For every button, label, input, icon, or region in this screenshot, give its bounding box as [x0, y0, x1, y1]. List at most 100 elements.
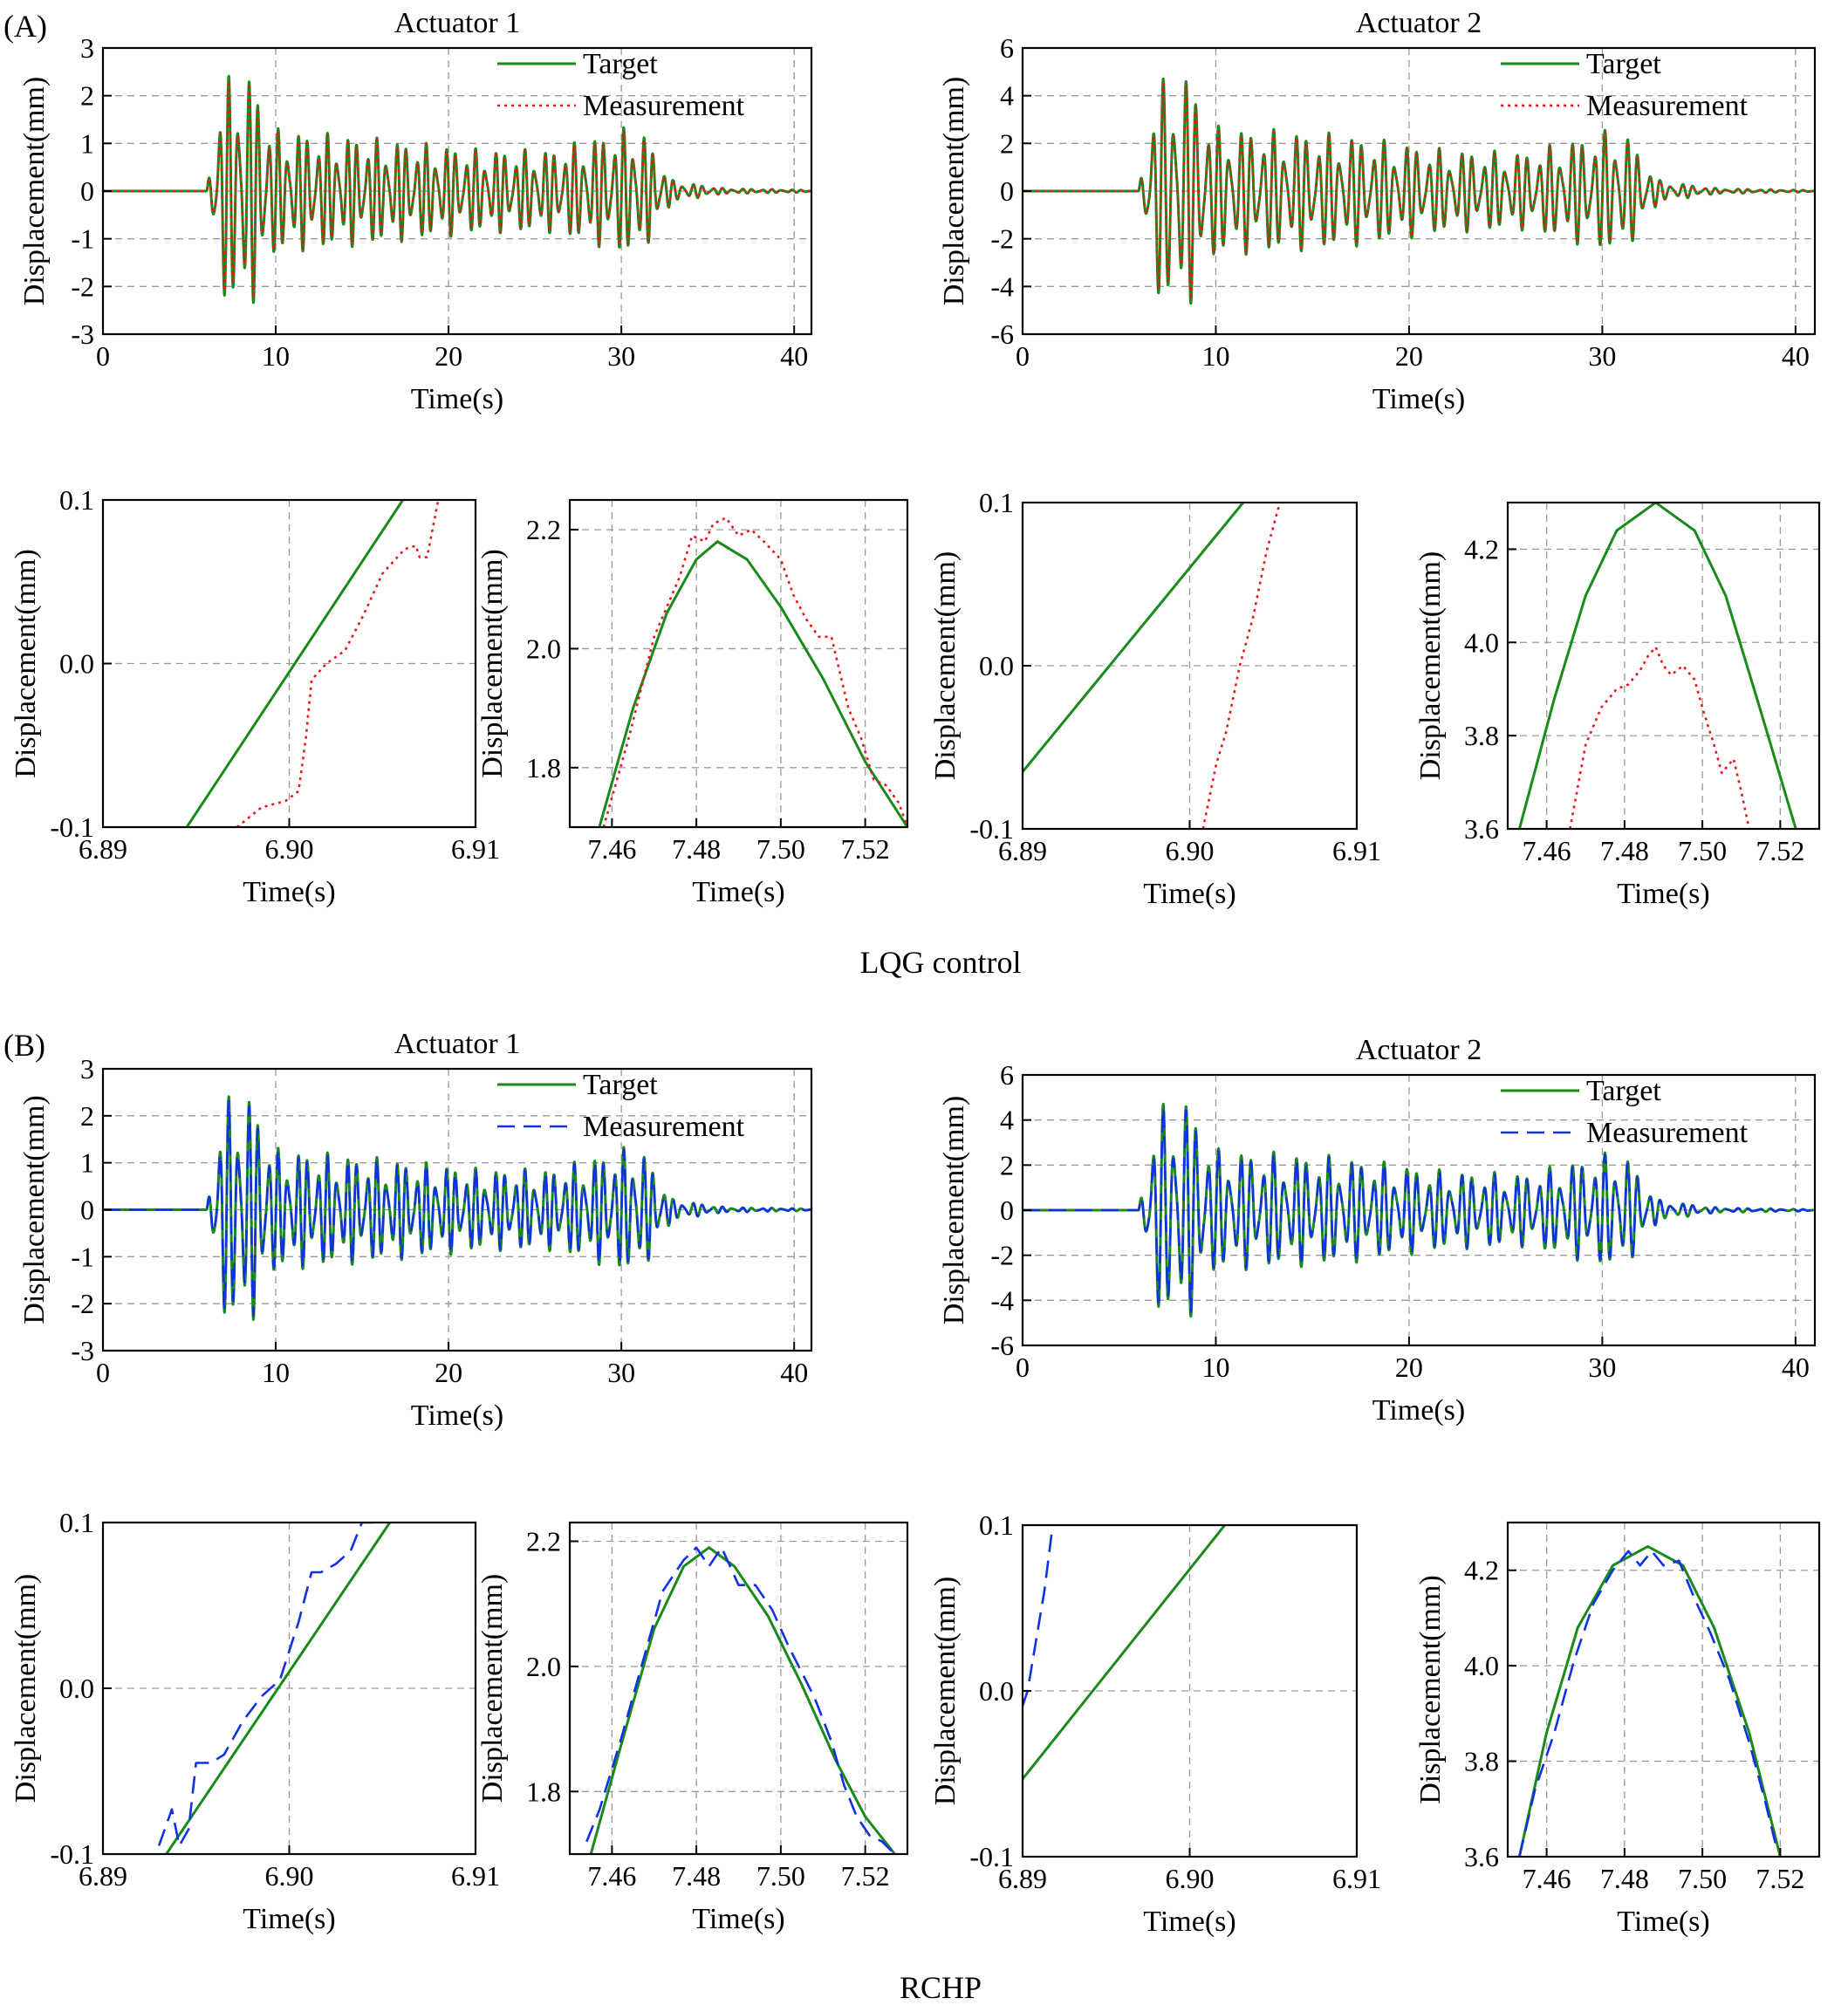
x-axis-label: Time(s): [411, 1400, 503, 1432]
series-measurement: [1569, 646, 1750, 829]
series-measurement: [602, 517, 907, 827]
y-tick-label: 0.1: [979, 1509, 1014, 1541]
chart-B-zoom3: 6.89 6.90 6.91 -0.1 0.0 0.1 Time(s) Displacemen…: [929, 1509, 1381, 1938]
x-tick-label: 40: [780, 340, 808, 372]
x-tick-label: 7.50: [1678, 1863, 1727, 1894]
x-tick-label: 7.50: [756, 1860, 805, 1892]
plot-area: [1023, 1102, 1815, 1318]
y-axis-label: Displacement(mm): [929, 1577, 962, 1805]
plot-area: [1517, 1544, 1782, 1857]
y-tick-label: 6: [1000, 32, 1014, 64]
y-tick-label: 0.1: [59, 484, 94, 516]
plot-frame: [1506, 1521, 1821, 1858]
chart-B-zoom4: 7.46 7.48 7.50 7.52 3.6 3.8 4.0 4.2 Time(s) Displ…: [1414, 1521, 1821, 1938]
x-tick-label: 40: [1782, 1352, 1810, 1383]
y-axis-label: Displacement(mm): [938, 1096, 970, 1324]
series-measurement: [1023, 1525, 1054, 1710]
chart-A-zoom4: 7.46 7.48 7.50 7.52 3.6 3.8 4.0 4.2 Time(s) Displ…: [1414, 501, 1821, 910]
x-tick-label: 6.90: [1166, 1863, 1215, 1894]
legend-label-measurement: Measurement: [583, 1111, 745, 1143]
x-axis-label: Time(s): [243, 876, 335, 908]
plot-area: [157, 1523, 392, 1854]
y-tick-label: 3.6: [1464, 813, 1499, 845]
y-tick-label: -1: [71, 223, 94, 255]
x-tick-label: 7.50: [756, 833, 805, 865]
x-tick-label: 6.91: [1332, 1863, 1381, 1894]
chart-B-zoom2: 7.46 7.48 7.50 7.52 1.8 2.0 2.2 Time(s) Displace…: [476, 1521, 909, 1935]
x-tick-label: 7.46: [1523, 1863, 1571, 1894]
x-tick-label: 0: [1016, 340, 1030, 372]
plot-frame: [568, 498, 909, 829]
y-tick-label: 4.0: [1464, 626, 1499, 658]
series-target: [598, 540, 907, 827]
y-tick-label: 0.0: [59, 1673, 94, 1704]
y-axis-label: Displacement(mm): [18, 1095, 51, 1324]
x-tick-label: 20: [435, 340, 462, 372]
y-tick-label: 2.0: [526, 1651, 561, 1682]
y-tick-label: -0.1: [969, 1841, 1014, 1872]
x-tick-label: 10: [262, 1357, 290, 1388]
plot-area: [585, 1546, 896, 1854]
legend-label-target: Target: [583, 1069, 658, 1101]
y-tick-label: 4.2: [1464, 533, 1499, 565]
y-tick-label: 0: [1000, 1194, 1014, 1226]
y-axis-label: Displacement(mm): [18, 77, 51, 305]
x-tick-label: 6.89: [79, 833, 127, 865]
y-tick-label: 0: [80, 175, 94, 207]
y-tick-label: -4: [990, 1284, 1014, 1316]
chart-B-act1: 0 10 20 30 40 -3 -2 -1 0 1 2 3 Time(s) Displacement(m…: [18, 1028, 813, 1432]
x-axis-label: Time(s): [1143, 878, 1235, 910]
x-tick-label: 7.52: [1756, 1863, 1804, 1894]
x-tick-label: 7.52: [1756, 835, 1804, 866]
y-axis-label: Displacement(mm): [10, 549, 42, 777]
legend-label-measurement: Measurement: [1586, 1117, 1749, 1149]
plot-frame: [1506, 501, 1821, 831]
series-target: [589, 1546, 896, 1854]
x-tick-label: 0: [96, 1357, 110, 1388]
plot-area: [103, 74, 811, 305]
plot-area: [1023, 503, 1282, 829]
y-tick-label: -6: [990, 318, 1014, 350]
legend-label-measurement: Measurement: [583, 90, 745, 122]
y-tick-label: 4: [1000, 1105, 1014, 1136]
x-tick-label: 6.90: [265, 833, 314, 865]
y-tick-label: -3: [71, 318, 94, 350]
series-target: [185, 500, 404, 827]
y-tick-label: 0.1: [59, 1507, 94, 1538]
x-tick-label: 10: [1201, 1352, 1229, 1383]
y-tick-label: -2: [990, 223, 1014, 255]
y-tick-label: -6: [990, 1330, 1014, 1361]
x-axis-label: Time(s): [1372, 383, 1465, 415]
y-tick-label: -2: [71, 1288, 94, 1319]
x-tick-label: 10: [1201, 340, 1229, 372]
x-tick-label: 30: [607, 1357, 635, 1388]
x-tick-label: 7.48: [1600, 835, 1649, 866]
x-tick-label: 40: [1782, 340, 1810, 372]
plot-area: [1023, 77, 1815, 305]
x-axis-label: Time(s): [1143, 1906, 1235, 1938]
y-tick-label: -2: [71, 270, 94, 302]
caption-rchp: RCHP: [900, 1970, 982, 2005]
y-tick-label: 3.6: [1464, 1841, 1499, 1872]
y-tick-label: -0.1: [50, 811, 94, 843]
x-tick-label: 30: [1588, 340, 1616, 372]
y-tick-label: 1.8: [526, 752, 561, 784]
y-tick-label: -0.1: [50, 1838, 94, 1870]
y-tick-label: 2: [80, 80, 94, 112]
chart-title: Actuator 1: [394, 1028, 520, 1060]
series-measurement: [157, 1523, 373, 1847]
y-tick-label: 2: [80, 1100, 94, 1132]
y-tick-label: -0.1: [969, 813, 1014, 845]
y-tick-label: 1: [80, 127, 94, 159]
y-axis-label: Displacement(mm): [476, 549, 509, 777]
y-axis-label: Displacement(mm): [476, 1574, 509, 1803]
x-tick-label: 7.48: [672, 1860, 721, 1892]
chart-A-zoom2: 7.46 7.48 7.50 7.52 1.8 2.0 2.2 Time(s) Displace…: [476, 498, 909, 908]
plot-area: [598, 517, 907, 827]
plot-area: [103, 1095, 811, 1321]
x-tick-label: 7.46: [587, 1860, 636, 1892]
y-tick-label: 0.0: [979, 1675, 1014, 1707]
x-tick-label: 0: [1016, 1352, 1030, 1383]
plot-area: [185, 500, 440, 827]
